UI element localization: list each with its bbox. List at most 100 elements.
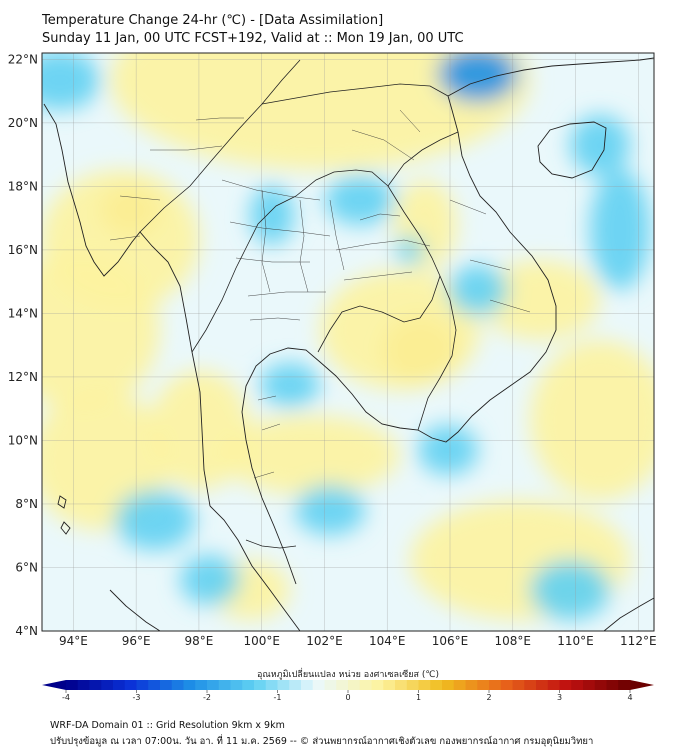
map-frame bbox=[41, 52, 655, 632]
colorbar-cell bbox=[301, 680, 314, 690]
temperature-change-map: 22°N 20°N 18°N 16°N 14°N 12°N 10°N 8°N 6°N 4°N 94… bbox=[8, 52, 657, 700]
colorbar-tick-label: -4 bbox=[62, 693, 70, 700]
anomaly-area bbox=[150, 370, 250, 490]
map-subtitle: Sunday 11 Jan, 00 UTC FCST+192, Valid at… bbox=[42, 31, 464, 46]
lat-tick-label: 12°N bbox=[8, 370, 38, 384]
colorbar-tick-label: -2 bbox=[203, 693, 211, 700]
colorbar-cell bbox=[336, 680, 349, 690]
lat-tick-label: 6°N bbox=[15, 560, 38, 574]
colorbar-min-arrow bbox=[42, 680, 66, 690]
colorbar-cell bbox=[536, 680, 549, 690]
colorbar-cell bbox=[171, 680, 184, 690]
lon-tick-label: 98°E bbox=[184, 634, 213, 648]
map-title: Temperature Change 24-hr (℃) - [Data Ass… bbox=[42, 13, 384, 28]
anomaly-area bbox=[480, 260, 600, 340]
colorbar-tick-label: 0 bbox=[345, 693, 350, 700]
colorbar-cell bbox=[183, 680, 196, 690]
colorbar-cell bbox=[489, 680, 502, 690]
anomaly-area bbox=[250, 185, 294, 245]
colorbar-cell bbox=[242, 680, 255, 690]
colorbar-cell bbox=[195, 680, 208, 690]
colorbar-cell bbox=[571, 680, 584, 690]
lon-tick-label: 108°E bbox=[495, 634, 532, 648]
anomaly-area bbox=[570, 115, 630, 175]
colorbar-cell bbox=[289, 680, 302, 690]
anomaly-area bbox=[42, 53, 100, 110]
colorbar-cell bbox=[406, 680, 419, 690]
colorbar: อุณหภูมิเปลี่ยนแปลง หน่วย องศาเซลเซียส (… bbox=[42, 667, 654, 700]
colorbar-cell bbox=[66, 680, 79, 690]
colorbar-cell bbox=[277, 680, 290, 690]
colorbar-tick-label: -3 bbox=[133, 693, 141, 700]
anomaly-area bbox=[438, 53, 518, 102]
colorbar-cell bbox=[324, 680, 337, 690]
colorbar-cell bbox=[442, 680, 455, 690]
colorbar-cell bbox=[500, 680, 513, 690]
anomaly-area bbox=[220, 415, 400, 495]
colorbar-cell bbox=[383, 680, 396, 690]
lon-tick-label: 96°E bbox=[122, 634, 151, 648]
anomaly-area bbox=[180, 555, 240, 605]
colorbar-tick-label: 2 bbox=[486, 693, 491, 700]
colorbar-cell bbox=[583, 680, 596, 690]
colorbar-cell bbox=[148, 680, 161, 690]
lat-tick-label: 14°N bbox=[8, 306, 38, 320]
colorbar-cell bbox=[113, 680, 126, 690]
lon-tick-label: 106°E bbox=[432, 634, 469, 648]
lat-tick-label: 22°N bbox=[8, 52, 38, 66]
colorbar-cell bbox=[524, 680, 537, 690]
colorbar-cell bbox=[265, 680, 278, 690]
anomaly-area bbox=[320, 270, 480, 390]
colorbar-cell bbox=[207, 680, 220, 690]
colorbar-cell bbox=[77, 680, 90, 690]
colorbar-cell bbox=[618, 680, 631, 690]
colorbar-cell bbox=[359, 680, 372, 690]
colorbar-cell bbox=[512, 680, 525, 690]
anomaly-area bbox=[418, 425, 478, 475]
colorbar-cell bbox=[230, 680, 243, 690]
colorbar-cell bbox=[254, 680, 267, 690]
colorbar-cell bbox=[371, 680, 384, 690]
province-borders bbox=[109, 109, 531, 479]
anomaly-area bbox=[448, 265, 508, 315]
colorbar-cell bbox=[559, 680, 572, 690]
footer-update-info: ปรับปรุงข้อมูล ณ เวลา 07:00น. วัน อา. ที… bbox=[50, 736, 594, 747]
colorbar-tick-label: -1 bbox=[274, 693, 282, 700]
anomaly-area bbox=[260, 363, 320, 407]
colorbar-cell bbox=[430, 680, 443, 690]
colorbar-cell bbox=[418, 680, 431, 690]
country-borders bbox=[139, 59, 459, 549]
colorbar-cell bbox=[136, 680, 149, 690]
latitude-labels: 22°N 20°N 18°N 16°N 14°N 12°N 10°N 8°N 6°N 4°N bbox=[8, 52, 38, 638]
colorbar-cell bbox=[101, 680, 114, 690]
colorbar-cell bbox=[124, 680, 137, 690]
colorbar-cell bbox=[312, 680, 325, 690]
anomaly-area bbox=[530, 560, 610, 620]
colorbar-cell bbox=[477, 680, 490, 690]
anomaly-blobs bbox=[42, 53, 654, 620]
longitude-labels: 94°E 96°E 98°E 100°E 102°E 104°E 106°E 108°E 110… bbox=[59, 634, 657, 648]
colorbar-tick-label: 1 bbox=[416, 693, 421, 700]
colorbar-cell bbox=[160, 680, 173, 690]
anomaly-area bbox=[530, 340, 654, 500]
temperature-field bbox=[42, 53, 654, 631]
lon-tick-label: 104°E bbox=[369, 634, 406, 648]
anomaly-area bbox=[295, 485, 365, 535]
anomaly-area bbox=[115, 490, 195, 550]
colorbar-cell bbox=[547, 680, 560, 690]
anomaly-area bbox=[42, 250, 160, 410]
colorbar-title: อุณหภูมิเปลี่ยนแปลง หน่วย องศาเซลเซียส (… bbox=[257, 667, 439, 680]
anomaly-area bbox=[325, 175, 395, 225]
colorbar-cell bbox=[606, 680, 619, 690]
colorbar-cell bbox=[348, 680, 361, 690]
lon-tick-label: 110°E bbox=[557, 634, 594, 648]
colorbar-max-arrow bbox=[630, 680, 654, 690]
lon-tick-label: 100°E bbox=[243, 634, 280, 648]
lon-tick-label: 102°E bbox=[306, 634, 343, 648]
anomaly-area bbox=[110, 53, 530, 170]
lat-tick-label: 18°N bbox=[8, 179, 38, 193]
lat-tick-label: 20°N bbox=[8, 116, 38, 130]
anomaly-area bbox=[590, 170, 650, 290]
footer-model-info: WRF-DA Domain 01 :: Grid Resolution 9km … bbox=[50, 720, 285, 731]
colorbar-cell bbox=[453, 680, 466, 690]
